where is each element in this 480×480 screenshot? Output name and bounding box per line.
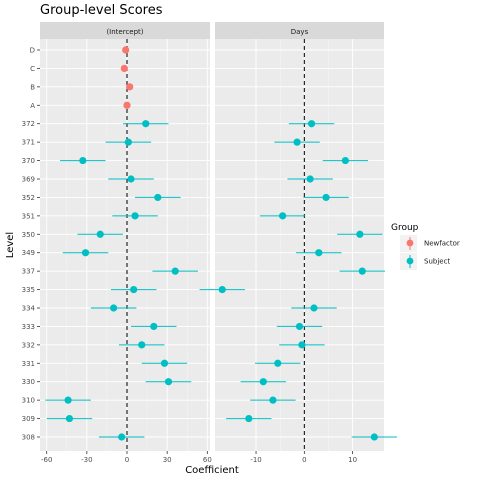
- x-tick-label: -60: [41, 456, 52, 464]
- y-tick-label: 351: [22, 212, 35, 220]
- y-tick-label: 349: [22, 249, 35, 257]
- data-point: [130, 285, 138, 294]
- y-tick-label: 372: [22, 120, 35, 128]
- data-point: [138, 341, 146, 349]
- data-point: [358, 267, 366, 275]
- data-point: [65, 414, 74, 423]
- y-tick-label: 371: [22, 139, 35, 147]
- y-tick-label: 330: [22, 378, 35, 386]
- data-point: [142, 120, 150, 128]
- panel-intercept: (Intercept) -60 -30 0 30 60: [40, 22, 212, 464]
- data-point: [171, 267, 179, 275]
- x-tick-label: 10: [348, 456, 357, 464]
- data-point: [150, 322, 158, 331]
- data-point: [370, 433, 378, 441]
- y-tick-label: B: [30, 83, 35, 91]
- data-point: [160, 359, 169, 367]
- data-point: [122, 46, 130, 54]
- y-tick-label: 335: [22, 286, 35, 294]
- panel-background: [215, 39, 384, 451]
- data-point: [164, 378, 173, 386]
- legend: Group Newfactor Subject: [391, 223, 460, 270]
- data-point: [123, 101, 131, 109]
- data-point: [307, 120, 316, 128]
- data-point: [310, 304, 318, 312]
- x-tick-label: 0: [302, 456, 306, 464]
- data-point: [81, 249, 90, 257]
- y-tick-label: C: [30, 65, 35, 73]
- y-tick-label: 309: [22, 415, 35, 423]
- panel-days: Days -10 0 10: [199, 22, 398, 464]
- x-tick-label: 60: [203, 456, 212, 464]
- data-point: [269, 396, 277, 404]
- data-point: [315, 249, 323, 257]
- data-point: [356, 230, 364, 238]
- data-point: [341, 156, 349, 165]
- y-tick-label: 350: [22, 231, 35, 239]
- y-tick-label: 332: [22, 341, 35, 349]
- panel-strip-label: (Intercept): [106, 28, 143, 36]
- data-point: [245, 414, 253, 423]
- legend-label: Subject: [424, 258, 450, 266]
- data-point: [293, 138, 301, 146]
- y-tick-label: 334: [22, 305, 36, 313]
- data-point: [279, 212, 287, 220]
- y-tick-label: 352: [22, 194, 35, 202]
- y-tick-label: A: [30, 102, 35, 110]
- y-axis-title: Level: [5, 232, 16, 258]
- x-axis-title: Coefficient: [185, 465, 239, 476]
- panel-strip: [215, 22, 384, 39]
- legend-title: Group: [391, 223, 419, 233]
- x-tick-label: -30: [81, 456, 92, 464]
- y-axis: D C B A 372 371 370 369 352 351 350 349 337 335 334 333…: [22, 47, 40, 442]
- y-tick-label: 337: [22, 268, 35, 276]
- panel-background: [40, 39, 210, 451]
- data-point: [127, 175, 135, 183]
- y-tick-label: 369: [22, 176, 35, 184]
- panel-strip-label: Days: [291, 28, 309, 36]
- legend-key-point: [406, 239, 414, 247]
- data-point: [274, 359, 282, 367]
- x-tick-label: 30: [163, 456, 172, 464]
- y-tick-label: D: [30, 47, 35, 55]
- data-point: [154, 193, 162, 202]
- data-point: [131, 212, 139, 220]
- data-point: [110, 304, 118, 312]
- chart-panels: (Intercept) -60 -30 0 30 60 Days -10 0 10: [40, 22, 398, 464]
- data-point: [295, 322, 304, 331]
- data-point: [64, 396, 72, 404]
- x-tick-label: 0: [125, 456, 129, 464]
- data-point: [118, 433, 126, 441]
- y-tick-label: 370: [22, 157, 35, 165]
- data-point: [298, 341, 306, 349]
- data-point: [120, 64, 128, 73]
- chart-title: Group-level Scores: [40, 3, 163, 18]
- legend-label: Newfactor: [424, 240, 460, 248]
- y-tick-label: 308: [22, 434, 35, 442]
- data-point: [259, 378, 267, 386]
- data-point: [306, 175, 314, 183]
- data-point: [126, 83, 134, 91]
- data-point: [79, 156, 87, 165]
- x-tick-label: -10: [250, 456, 261, 464]
- y-tick-label: 333: [22, 323, 35, 331]
- legend-key-point: [406, 257, 414, 265]
- panel-strip: [40, 22, 210, 39]
- data-point: [124, 138, 132, 146]
- y-tick-label: 310: [22, 397, 35, 405]
- data-point: [96, 230, 104, 238]
- data-point: [218, 285, 226, 294]
- data-point: [322, 193, 330, 202]
- y-tick-label: 331: [22, 360, 35, 368]
